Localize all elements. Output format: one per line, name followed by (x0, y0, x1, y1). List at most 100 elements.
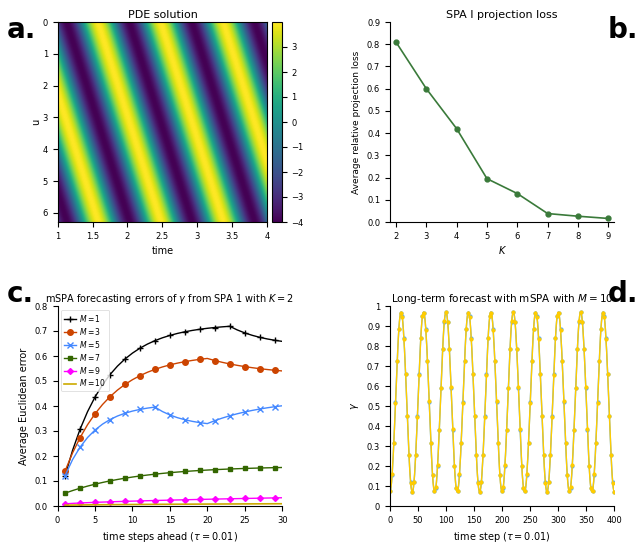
Legend: $M = 1$, $M = 3$, $M = 5$, $M = 7$, $M = 9$, $M = 10$: $M = 1$, $M = 3$, $M = 5$, $M = 7$, $M =… (61, 310, 109, 392)
$M = 10$ (263, 500, 271, 507)
$M = 5$ (248, 407, 256, 414)
$M = 7$ (181, 468, 189, 475)
$M = 10$ (173, 501, 181, 508)
$M = 1$ (129, 350, 136, 356)
Line: $M = 1$: $M = 1$ (62, 323, 285, 478)
yellow (460, 371, 468, 378)
$M = 5$ (136, 406, 144, 412)
$M = 7$ (151, 471, 159, 477)
$M = 7$ (188, 468, 196, 474)
$M = 9$ (129, 498, 136, 504)
$M = 3$ (271, 367, 278, 373)
$M = 9$ (241, 495, 248, 502)
$M = 10$ (271, 500, 278, 507)
$M = 1$ (181, 328, 189, 335)
$M = 9$ (226, 496, 234, 502)
$M = 1$ (84, 409, 92, 415)
blue (549, 384, 557, 391)
$M = 5$ (181, 416, 189, 423)
$M = 5$ (204, 420, 211, 427)
$M = 10$ (166, 501, 173, 508)
$M = 3$ (129, 376, 136, 383)
$M = 1$ (99, 382, 106, 388)
$M = 10$ (181, 501, 189, 508)
$M = 5$ (106, 416, 114, 423)
$M = 9$ (181, 497, 189, 503)
$M = 3$ (196, 356, 204, 362)
$M = 5$ (218, 415, 226, 421)
$M = 5$ (114, 412, 122, 419)
$M = 5$ (68, 456, 76, 463)
$M = 7$ (166, 469, 173, 476)
$M = 9$ (84, 499, 92, 506)
$M = 9$ (91, 499, 99, 505)
$M = 3$ (166, 361, 173, 368)
$M = 1$ (76, 426, 84, 432)
$M = 7$ (68, 487, 76, 494)
$M = 5$ (99, 421, 106, 427)
yellow (528, 358, 536, 365)
$M = 7$ (234, 465, 241, 472)
$M = 5$ (84, 434, 92, 441)
$M = 9$ (218, 496, 226, 502)
$M = 7$ (129, 474, 136, 480)
$M = 7$ (84, 483, 92, 490)
$M = 9$ (106, 498, 114, 505)
$M = 1$ (271, 337, 278, 344)
$M = 7$ (76, 485, 84, 492)
blue (415, 384, 422, 391)
$M = 9$ (76, 500, 84, 507)
$M = 3$ (234, 362, 241, 369)
$M = 7$ (99, 479, 106, 486)
$M = 1$ (143, 341, 151, 348)
$M = 10$ (61, 502, 69, 509)
$M = 5$ (188, 418, 196, 425)
$M = 10$ (234, 500, 241, 507)
$M = 7$ (61, 490, 69, 497)
$M = 10$ (256, 500, 264, 507)
$M = 5$ (151, 404, 159, 410)
$M = 3$ (278, 367, 286, 374)
$M = 10$ (84, 502, 92, 508)
$M = 1$ (173, 330, 181, 337)
$M = 3$ (188, 357, 196, 364)
Line: blue: blue (389, 311, 616, 493)
$M = 3$ (76, 434, 84, 441)
$M = 7$ (218, 466, 226, 472)
$M = 1$ (121, 356, 129, 362)
$M = 9$ (263, 495, 271, 502)
$M = 7$ (136, 472, 144, 479)
$M = 7$ (196, 467, 204, 474)
Text: c.: c. (6, 280, 33, 309)
$M = 1$ (106, 371, 114, 378)
Line: $M = 9$: $M = 9$ (63, 496, 284, 506)
$M = 1$ (68, 447, 76, 454)
yellow (387, 487, 394, 494)
yellow (476, 489, 484, 496)
$M = 3$ (143, 369, 151, 376)
$M = 1$ (196, 326, 204, 333)
$M = 3$ (173, 360, 181, 366)
$M = 3$ (226, 361, 234, 367)
$M = 3$ (114, 387, 122, 393)
$M = 3$ (241, 364, 248, 370)
$M = 3$ (181, 359, 189, 365)
$M = 5$ (129, 408, 136, 414)
$M = 10$ (248, 500, 256, 507)
$M = 5$ (159, 408, 166, 415)
yellow (549, 399, 557, 406)
Line: $M = 7$: $M = 7$ (63, 465, 284, 495)
$M = 10$ (218, 500, 226, 507)
Text: b.: b. (608, 16, 639, 45)
$M = 3$ (136, 372, 144, 379)
$M = 5$ (263, 404, 271, 411)
$M = 5$ (226, 412, 234, 419)
$M = 3$ (256, 365, 264, 372)
$M = 10$ (196, 501, 204, 508)
$M = 9$ (256, 495, 264, 502)
blue (408, 489, 416, 496)
Title: SPA I projection loss: SPA I projection loss (446, 10, 558, 20)
$M = 3$ (151, 366, 159, 373)
$M = 3$ (248, 365, 256, 371)
$M = 9$ (99, 499, 106, 505)
